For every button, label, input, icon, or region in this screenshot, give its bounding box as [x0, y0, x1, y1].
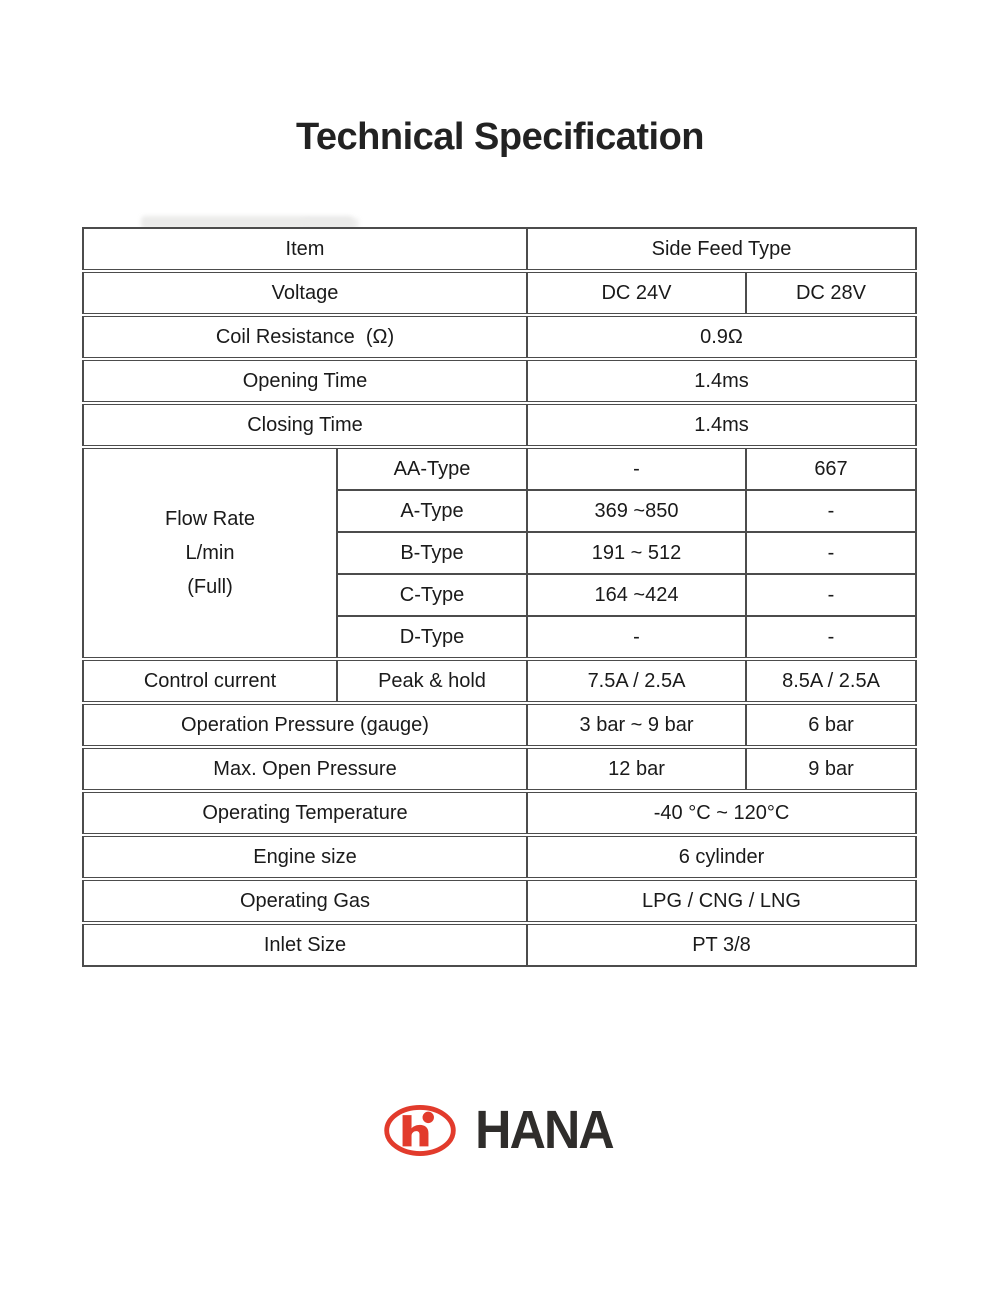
header-item-cell: Item: [82, 227, 528, 272]
max-open-pressure-label: Max. Open Pressure: [82, 745, 528, 792]
table-row-operating-gas: Operating Gas LPG / CNG / LNG: [82, 877, 918, 924]
flow-b-dc24: 191 ~ 512: [526, 531, 747, 575]
table-row-closing-time: Closing Time 1.4ms: [82, 401, 918, 448]
voltage-dc28: DC 28V: [744, 269, 918, 316]
brand-logo: HANA: [0, 1100, 1000, 1160]
table-row-control-current: Control current Peak & hold 7.5A / 2.5A …: [82, 657, 918, 704]
flow-c-dc24: 164 ~424: [526, 573, 747, 617]
watermark-smudge: [303, 218, 359, 229]
table-row-inlet-size: Inlet Size PT 3/8: [82, 921, 918, 967]
control-current-sub-label: Peak & hold: [336, 657, 528, 704]
inlet-size-value: PT 3/8: [525, 921, 918, 967]
table-row-operating-temperature: Operating Temperature -40 °C ~ 120°C: [82, 789, 918, 836]
table-row-flow-d: D-Type - -: [83, 615, 918, 660]
flow-a-dc28: -: [744, 489, 918, 533]
control-current-dc24: 7.5A / 2.5A: [526, 657, 747, 704]
table-row-max-open-pressure: Max. Open Pressure 12 bar 9 bar: [82, 745, 918, 792]
flow-aa-dc28: 667: [744, 445, 918, 491]
voltage-label: Voltage: [82, 269, 528, 316]
max-open-pressure-dc28: 9 bar: [744, 745, 918, 792]
engine-size-value: 6 cylinder: [525, 833, 918, 880]
header-type-cell: Side Feed Type: [525, 227, 918, 272]
brand-name: HANA: [474, 1100, 615, 1160]
operation-pressure-dc28: 6 bar: [744, 701, 918, 748]
table-row-voltage: Voltage DC 24V DC 28V: [82, 269, 918, 316]
closing-time-label: Closing Time: [82, 401, 528, 448]
coil-resistance-value: 0.9Ω: [525, 313, 918, 360]
flow-c-dc28: -: [744, 573, 918, 617]
control-current-label: Control current: [82, 657, 338, 704]
max-open-pressure-dc24: 12 bar: [526, 745, 747, 792]
flow-type-a: A-Type: [336, 489, 528, 533]
control-current-dc28: 8.5A / 2.5A: [744, 657, 918, 704]
closing-time-value: 1.4ms: [525, 401, 918, 448]
operating-temperature-value: -40 °C ~ 120°C: [525, 789, 918, 836]
table-row-flow-a: A-Type 369 ~850 -: [83, 489, 918, 533]
flow-a-dc24: 369 ~850: [526, 489, 747, 533]
operation-pressure-dc24: 3 bar ~ 9 bar: [526, 701, 747, 748]
voltage-dc24: DC 24V: [526, 269, 747, 316]
flow-type-c: C-Type: [336, 573, 528, 617]
flow-b-dc28: -: [744, 531, 918, 575]
table-row-flow-c: C-Type 164 ~424 -: [83, 573, 918, 617]
watermark-smudge: [141, 216, 353, 229]
flow-type-aa: AA-Type: [336, 445, 528, 491]
table-row-header: Item Side Feed Type: [82, 227, 918, 272]
opening-time-value: 1.4ms: [525, 357, 918, 404]
inlet-size-label: Inlet Size: [82, 921, 528, 967]
table-row-flow-aa: Flow Rate L/min (Full) AA-Type - 667: [82, 445, 918, 660]
table-row-operation-pressure: Operation Pressure (gauge) 3 bar ~ 9 bar…: [82, 701, 918, 748]
table-row-opening-time: Opening Time 1.4ms: [82, 357, 918, 404]
flow-type-b: B-Type: [336, 531, 528, 575]
page-title: Technical Specification: [295, 116, 705, 158]
flow-aa-dc24: -: [526, 445, 747, 491]
flow-type-d: D-Type: [336, 615, 528, 660]
table-row-flow-b: B-Type 191 ~ 512 -: [83, 531, 918, 575]
operating-gas-label: Operating Gas: [82, 877, 528, 924]
flow-d-dc24: -: [526, 615, 747, 660]
opening-time-label: Opening Time: [82, 357, 528, 404]
hana-logo-mark-icon: [383, 1104, 456, 1156]
operating-gas-value: LPG / CNG / LNG: [525, 877, 918, 924]
operating-temperature-label: Operating Temperature: [82, 789, 528, 836]
coil-resistance-label: Coil Resistance (Ω): [82, 313, 528, 360]
engine-size-label: Engine size: [82, 833, 528, 880]
table-row-coil-resistance: Coil Resistance (Ω) 0.9Ω: [82, 313, 918, 360]
table-row-engine-size: Engine size 6 cylinder: [82, 833, 918, 880]
technical-spec-table: Item Side Feed Type Voltage DC 24V DC 28…: [82, 227, 918, 967]
operation-pressure-label: Operation Pressure (gauge): [82, 701, 528, 748]
flow-d-dc28: -: [744, 615, 918, 660]
flow-rate-label: Flow Rate L/min (Full): [82, 445, 338, 660]
